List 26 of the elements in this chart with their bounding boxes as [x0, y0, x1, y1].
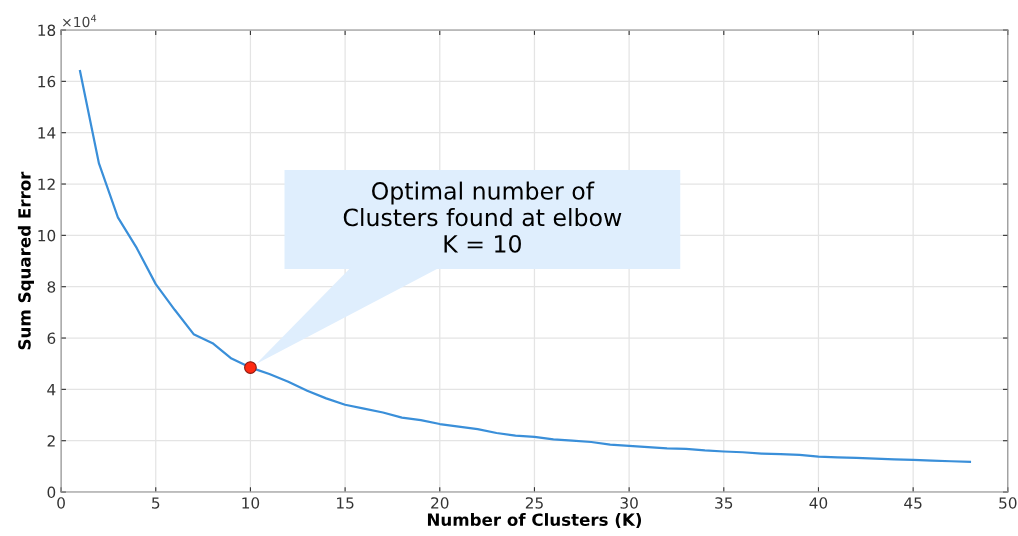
x-tick-label: 30	[620, 497, 638, 509]
y-tick-label: 12	[38, 178, 55, 190]
x-tick-label: 35	[715, 497, 733, 509]
x-tick-label: 5	[152, 497, 160, 509]
y-tick-label: 2	[47, 435, 55, 447]
annotation: Optimal number of Clusters found at elbow K = 10	[343, 181, 622, 253]
x-tick-label: 45	[904, 497, 922, 509]
y-tick-label: 14	[38, 127, 56, 139]
x-tick-label: 15	[337, 497, 354, 509]
x-tick-label: 10	[242, 497, 260, 509]
y-tick-label: 8	[47, 281, 56, 293]
text: ×10$^{4}$	[62, 14, 97, 28]
y-tick-label: 0	[47, 486, 56, 499]
x-tick-label: 50	[999, 497, 1017, 509]
y-tick-label: 4	[47, 384, 56, 396]
line-series	[78, 69, 972, 463]
x-tick-label: 25	[525, 497, 543, 509]
y-tick-label: 16	[38, 75, 56, 88]
x-tick-label: 20	[431, 497, 449, 509]
y-axis-title: Sum Squared Error	[17, 171, 34, 350]
y-tick-label: 18	[38, 24, 56, 37]
x-axis-title: Number of Clusters (K)	[427, 513, 642, 528]
y-tick-label: 10	[38, 229, 56, 242]
y-tick-label: 6	[47, 332, 56, 345]
x-tick-label: 40	[809, 497, 828, 509]
x-tick-label: 0	[57, 497, 65, 509]
